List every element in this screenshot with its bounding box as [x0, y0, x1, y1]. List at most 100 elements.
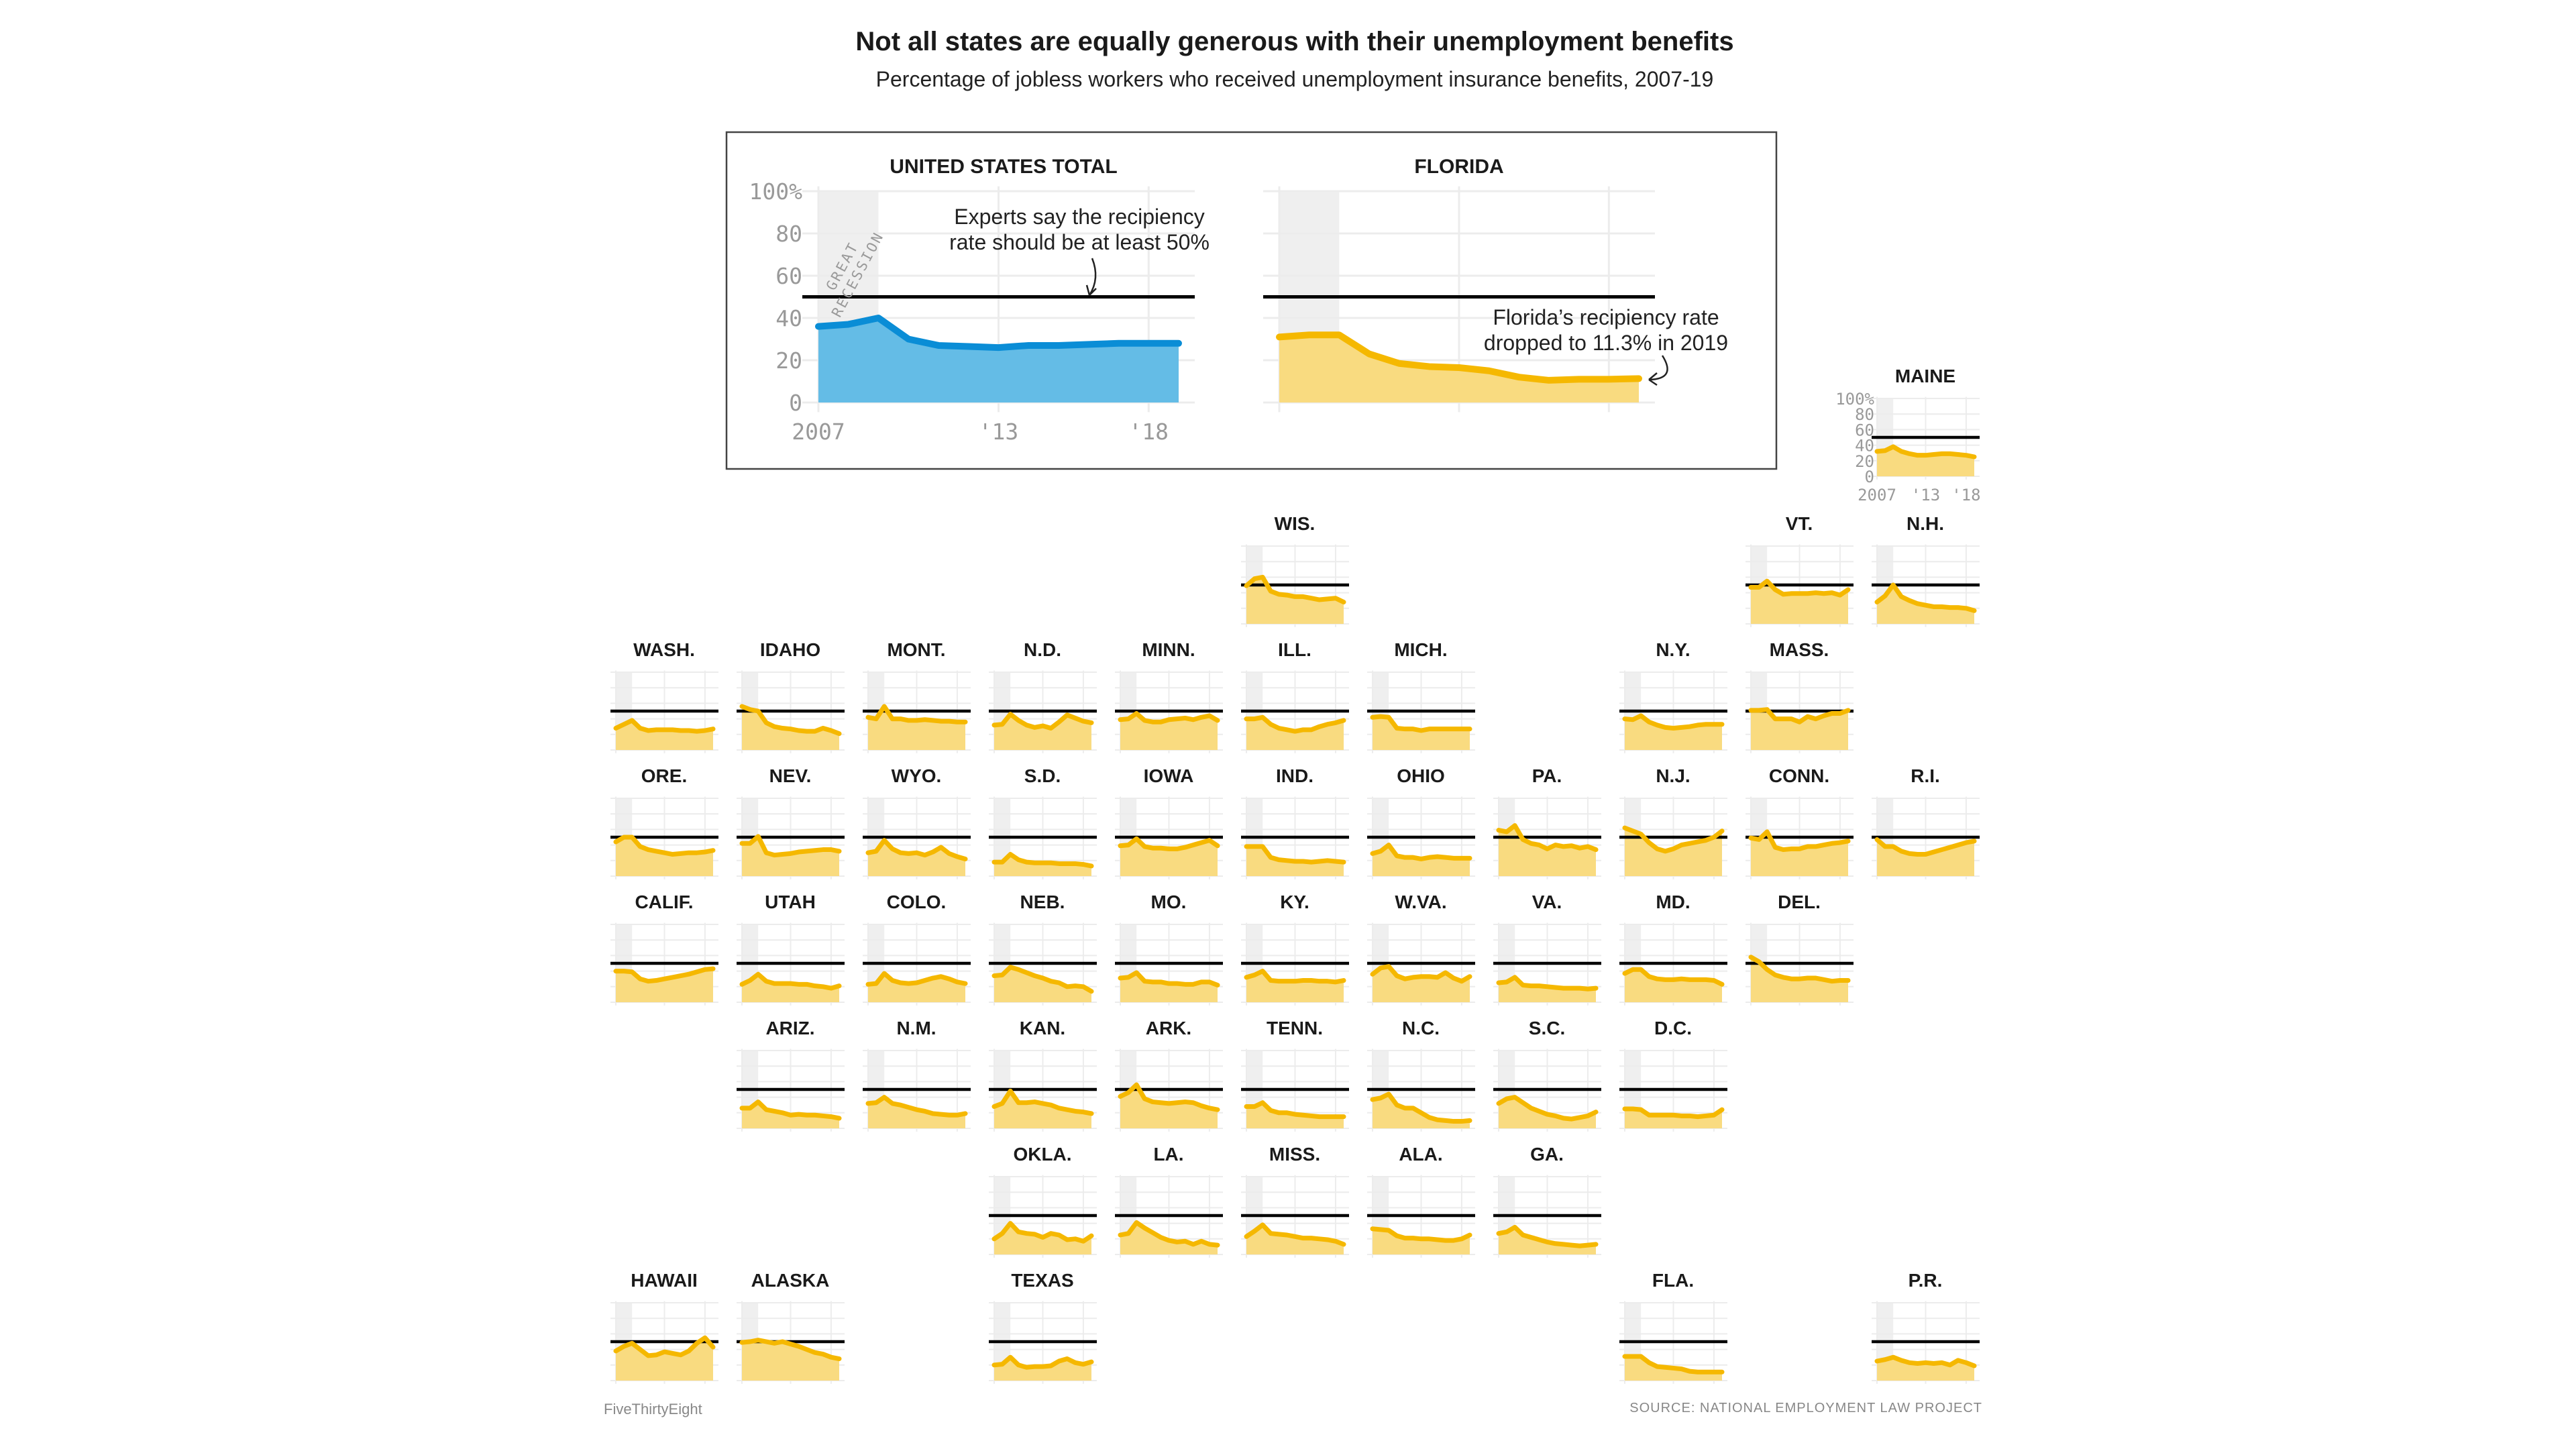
state-label-iowa: IOWA: [1144, 765, 1194, 786]
state-label-minn: MINN.: [1142, 639, 1195, 660]
state-label-ky: KY.: [1280, 892, 1309, 912]
state-label-ri: R.I.: [1911, 765, 1940, 786]
state-wash-panel: [610, 670, 718, 753]
state-label-mo: MO.: [1151, 892, 1187, 912]
state-nev-panel: [737, 796, 845, 879]
state-label-wyo: WYO.: [892, 765, 942, 786]
state-mass-panel: [1746, 670, 1854, 753]
state-ariz-panel: [737, 1049, 845, 1132]
state-hawaii-panel: [610, 1301, 718, 1384]
state-label-ariz: ARIZ.: [765, 1018, 814, 1038]
state-maine-panel: [1872, 396, 1980, 480]
state-fla-panel: [1619, 1301, 1727, 1384]
area-fill: [994, 967, 1091, 1002]
maine-x-tick-label: 2007: [1858, 486, 1896, 504]
panel-title-florida: FLORIDA: [1414, 156, 1503, 178]
state-mo-panel: [1115, 922, 1223, 1006]
state-miss-panel: [1241, 1175, 1349, 1258]
area-fill: [1499, 1227, 1596, 1254]
state-label-va: VA.: [1532, 892, 1562, 912]
credit-label: FiveThirtyEight: [604, 1401, 702, 1417]
state-label-ga: GA.: [1530, 1144, 1564, 1165]
area-fill: [1877, 585, 1974, 624]
state-label-mich: MICH.: [1394, 639, 1447, 660]
state-label-kan: KAN.: [1020, 1018, 1065, 1038]
state-label-del: DEL.: [1778, 892, 1821, 912]
area-fill: [616, 1338, 713, 1381]
state-minn-panel: [1115, 670, 1223, 753]
maine-y-tick-label: 20: [1855, 452, 1874, 471]
y-tick-label: 20: [775, 347, 802, 374]
state-nj-panel: [1619, 796, 1727, 879]
area-fill: [1751, 831, 1848, 876]
area-fill: [1373, 716, 1470, 750]
state-label-ny: N.Y.: [1656, 639, 1690, 660]
area-fill: [616, 969, 713, 1002]
chart-subtitle: Percentage of jobless workers who receiv…: [875, 67, 1714, 91]
state-utah-panel: [737, 922, 845, 1006]
florida-panel: [1263, 186, 1655, 413]
state-wva-panel: [1367, 922, 1475, 1006]
area-fill: [994, 714, 1091, 750]
y-tick-label: 100%: [749, 178, 803, 205]
state-neb-panel: [989, 922, 1097, 1006]
state-dc-panel: [1619, 1049, 1727, 1132]
us-annotation-line: Experts say the recipiency: [954, 205, 1205, 229]
state-label-ill: ILL.: [1278, 639, 1311, 660]
chart-title: Not all states are equally generous with…: [855, 27, 1734, 56]
state-label-ore: ORE.: [641, 765, 687, 786]
state-label-pr: P.R.: [1909, 1270, 1943, 1291]
annotation-arrow-icon: [1085, 258, 1097, 296]
y-tick-label: 0: [789, 390, 802, 416]
area-fill: [1246, 971, 1344, 1002]
state-ore-panel: [610, 796, 718, 879]
state-alaska-panel: [737, 1301, 845, 1384]
state-label-conn: CONN.: [1769, 765, 1829, 786]
area-fill: [1625, 1109, 1722, 1128]
state-label-okla: OKLA.: [1013, 1144, 1071, 1165]
state-texas-panel: [989, 1301, 1097, 1384]
panel-title-us: UNITED STATES TOTAL: [890, 156, 1117, 178]
state-label-neb: NEB.: [1020, 892, 1065, 912]
area-fill: [868, 706, 965, 750]
state-label-texas: TEXAS: [1011, 1270, 1073, 1291]
state-ind-panel: [1241, 796, 1349, 879]
state-label-ark: ARK.: [1146, 1018, 1191, 1038]
state-label-nm: N.M.: [896, 1018, 936, 1038]
state-label-ind: IND.: [1276, 765, 1313, 786]
state-label-nc: N.C.: [1402, 1018, 1440, 1038]
state-ny-panel: [1619, 670, 1727, 753]
state-la-panel: [1115, 1175, 1223, 1258]
state-okla-panel: [989, 1175, 1097, 1258]
state-ga-panel: [1493, 1175, 1601, 1258]
maine-y-tick-label: 100%: [1835, 390, 1874, 409]
state-del-panel: [1746, 922, 1854, 1006]
state-va-panel: [1493, 922, 1601, 1006]
featured-box: [725, 131, 1778, 470]
maine-y-tick-label: 80: [1855, 405, 1874, 424]
state-vt-panel: [1746, 544, 1854, 627]
state-label-utah: UTAH: [765, 892, 816, 912]
state-ohio-panel: [1367, 796, 1475, 879]
state-kan-panel: [989, 1049, 1097, 1132]
area-fill: [1373, 1093, 1470, 1128]
state-label-miss: MISS.: [1269, 1144, 1320, 1165]
area-fill: [1499, 977, 1596, 1002]
state-iowa-panel: [1115, 796, 1223, 879]
state-nh-panel: [1872, 544, 1980, 627]
x-tick-label: 2007: [792, 419, 845, 445]
state-label-idaho: IDAHO: [760, 639, 820, 660]
state-ky-panel: [1241, 922, 1349, 1006]
state-mich-panel: [1367, 670, 1475, 753]
state-label-fla: FLA.: [1652, 1270, 1694, 1291]
florida-annotation-line: dropped to 11.3% in 2019: [1484, 331, 1728, 355]
state-label-nev: NEV.: [769, 765, 812, 786]
state-label-tenn: TENN.: [1267, 1018, 1323, 1038]
area-fill: [1877, 1357, 1974, 1381]
state-nc-panel: [1367, 1049, 1475, 1132]
maine-x-tick-label: '13: [1911, 486, 1940, 504]
maine-y-tick-label: 40: [1855, 437, 1874, 455]
state-label-wva: W.VA.: [1395, 892, 1446, 912]
state-label-sc: S.C.: [1529, 1018, 1565, 1038]
state-label-nh: N.H.: [1907, 513, 1944, 534]
